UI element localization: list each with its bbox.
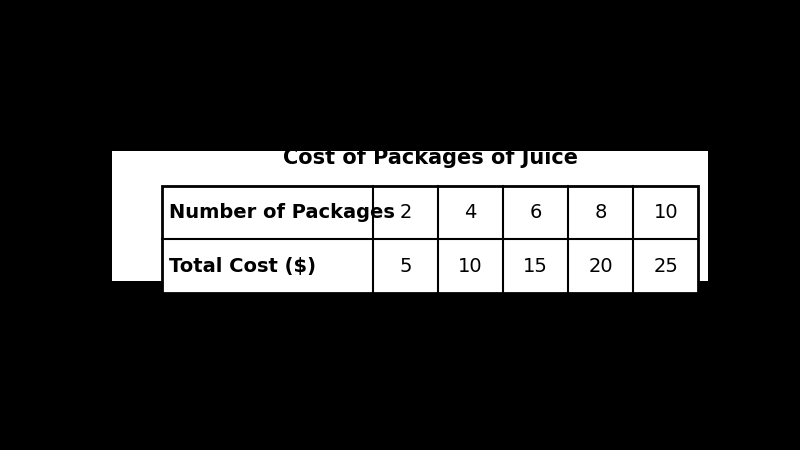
Text: Number of Packages: Number of Packages xyxy=(170,203,395,222)
Text: Total Cost ($): Total Cost ($) xyxy=(170,257,317,276)
Text: 10: 10 xyxy=(654,203,678,222)
Text: 10: 10 xyxy=(458,257,482,276)
Text: 15: 15 xyxy=(523,257,548,276)
Text: 2: 2 xyxy=(399,203,411,222)
Text: 4: 4 xyxy=(464,203,477,222)
Text: 5: 5 xyxy=(399,257,412,276)
Text: 20: 20 xyxy=(588,257,613,276)
Text: 25: 25 xyxy=(654,257,678,276)
Bar xyxy=(112,151,707,281)
Text: 8: 8 xyxy=(594,203,607,222)
Bar xyxy=(162,186,698,293)
Text: Cost of Packages of Juice: Cost of Packages of Juice xyxy=(282,148,578,168)
Text: 6: 6 xyxy=(530,203,542,222)
